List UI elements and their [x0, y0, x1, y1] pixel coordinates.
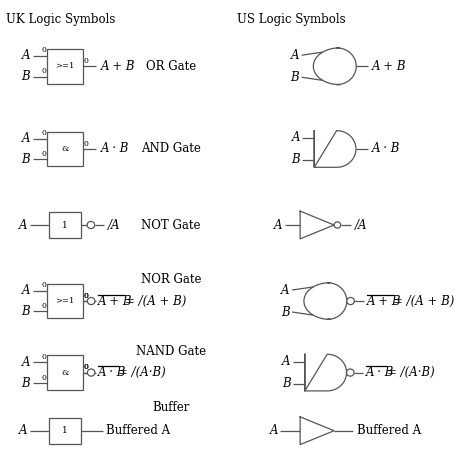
Text: 0: 0	[83, 57, 89, 65]
Text: &: &	[61, 369, 69, 377]
Text: A · B: A · B	[100, 143, 129, 155]
Text: 0: 0	[83, 363, 89, 371]
Text: 0: 0	[83, 140, 89, 148]
Text: &: &	[61, 145, 69, 153]
Bar	[48, 212, 82, 238]
Text: B: B	[281, 306, 290, 319]
Text: = /(A·B): = /(A·B)	[118, 366, 166, 379]
Text: 0: 0	[83, 292, 89, 300]
Text: A: A	[270, 424, 278, 437]
Text: 0: 0	[42, 129, 46, 137]
Bar	[47, 284, 82, 319]
Text: B: B	[21, 153, 30, 166]
Circle shape	[347, 297, 355, 305]
Bar	[47, 49, 82, 84]
Text: A: A	[21, 132, 30, 145]
Text: A: A	[19, 424, 27, 437]
Text: UK Logic Symbols: UK Logic Symbols	[6, 13, 116, 26]
Text: 1: 1	[62, 426, 68, 435]
Text: 0: 0	[42, 46, 46, 54]
Text: A: A	[21, 49, 30, 62]
Text: /A: /A	[355, 219, 367, 231]
Text: >=1: >=1	[55, 297, 75, 305]
Text: 0: 0	[83, 363, 89, 371]
Text: = /(A·B): = /(A·B)	[387, 366, 435, 379]
Text: A + B: A + B	[100, 60, 135, 73]
Text: B: B	[282, 377, 291, 390]
Text: A: A	[21, 356, 30, 369]
Circle shape	[334, 222, 341, 228]
Text: A + B: A + B	[366, 295, 401, 307]
Text: 0: 0	[42, 281, 46, 289]
Text: 0: 0	[83, 292, 89, 300]
Text: OR Gate: OR Gate	[146, 60, 196, 73]
Text: NOT Gate: NOT Gate	[141, 219, 201, 231]
Text: B: B	[21, 305, 30, 318]
Text: AND Gate: AND Gate	[141, 143, 201, 155]
Text: /A: /A	[108, 219, 120, 231]
Circle shape	[87, 297, 95, 305]
Bar	[48, 418, 82, 444]
Text: NAND Gate: NAND Gate	[136, 345, 206, 358]
Bar	[47, 355, 82, 390]
Text: B: B	[292, 153, 300, 166]
Text: >=1: >=1	[55, 62, 75, 70]
Text: A: A	[21, 284, 30, 297]
Text: = /(A + B): = /(A + B)	[393, 295, 455, 307]
Text: 0: 0	[42, 150, 46, 158]
Text: A · B: A · B	[372, 143, 400, 155]
Text: 0: 0	[42, 374, 46, 382]
Text: = /(A + B): = /(A + B)	[125, 295, 186, 307]
Text: A + B: A + B	[98, 295, 132, 307]
Text: A: A	[281, 284, 290, 297]
Text: A: A	[282, 355, 291, 368]
Text: A + B: A + B	[372, 60, 406, 73]
Text: A: A	[19, 219, 27, 231]
Text: B: B	[21, 70, 30, 83]
Text: A: A	[292, 131, 300, 144]
Text: B: B	[21, 377, 30, 390]
Bar	[47, 131, 82, 166]
Text: 1: 1	[62, 220, 68, 230]
Text: A · B: A · B	[366, 366, 395, 379]
Text: A: A	[291, 49, 299, 62]
Text: 0: 0	[42, 302, 46, 310]
Text: 0: 0	[42, 68, 46, 75]
Text: US Logic Symbols: US Logic Symbols	[237, 13, 346, 26]
Text: Buffered A: Buffered A	[107, 424, 171, 437]
Text: Buffer: Buffer	[152, 401, 190, 414]
Text: 0: 0	[42, 353, 46, 361]
Text: A: A	[274, 219, 283, 231]
Text: A · B: A · B	[98, 366, 126, 379]
Circle shape	[346, 369, 354, 376]
Text: Buffered A: Buffered A	[357, 424, 421, 437]
Circle shape	[87, 221, 95, 229]
Text: NOR Gate: NOR Gate	[141, 273, 201, 286]
Circle shape	[87, 369, 95, 376]
Text: B: B	[291, 71, 299, 84]
